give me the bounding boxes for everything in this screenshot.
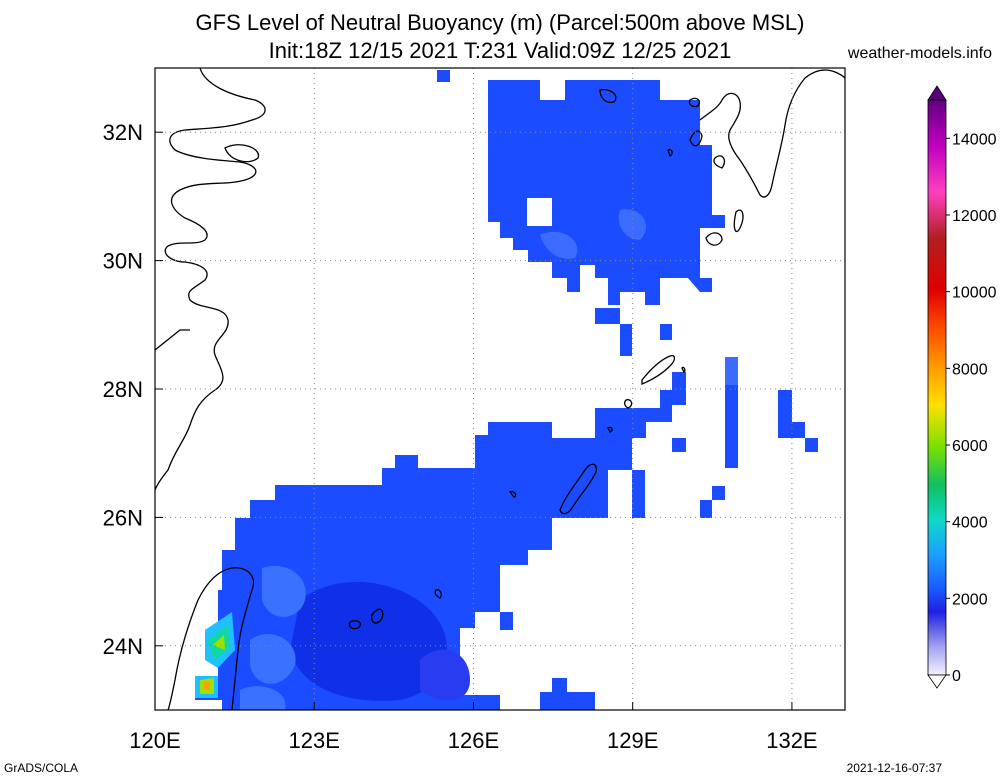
colorbar: 0 2000 4000 6000 8000 10000 12000 14000: [927, 85, 997, 689]
colorbar-label: 10000: [952, 285, 997, 302]
y-tick-label: 26N: [103, 505, 143, 530]
colorbar-label: 12000: [952, 208, 997, 225]
chart-subtitle: Init:18Z 12/15 2021 T:231 Valid:09Z 12/2…: [268, 38, 732, 63]
y-axis: 24N 26N 28N 30N 32N: [103, 120, 163, 659]
colorbar-label: 6000: [952, 438, 988, 455]
colorbar-label: 0: [952, 668, 961, 685]
x-axis: 120E 123E 126E 129E 132E: [129, 702, 818, 753]
y-tick-label: 24N: [103, 634, 143, 659]
credit-text: weather-models.info: [847, 45, 992, 62]
x-tick-label: 129E: [607, 728, 658, 753]
chart-title: GFS Level of Neutral Buoyancy (m) (Parce…: [195, 10, 805, 35]
colorbar-label: 14000: [952, 131, 997, 148]
coastlines: [155, 68, 845, 710]
x-tick-label: 120E: [129, 728, 180, 753]
colorbar-label: 2000: [952, 591, 988, 608]
y-tick-label: 32N: [103, 120, 143, 145]
x-tick-label: 132E: [766, 728, 817, 753]
colorbar-label: 8000: [952, 361, 988, 378]
x-tick-label: 126E: [448, 728, 499, 753]
y-tick-label: 28N: [103, 377, 143, 402]
buoyancy-field: [195, 70, 818, 710]
footer-right: 2021-12-16-07:37: [846, 761, 942, 775]
y-tick-label: 30N: [103, 249, 143, 274]
x-tick-label: 123E: [289, 728, 340, 753]
footer-left: GrADS/COLA: [4, 761, 79, 775]
colorbar-label: 4000: [952, 515, 988, 532]
